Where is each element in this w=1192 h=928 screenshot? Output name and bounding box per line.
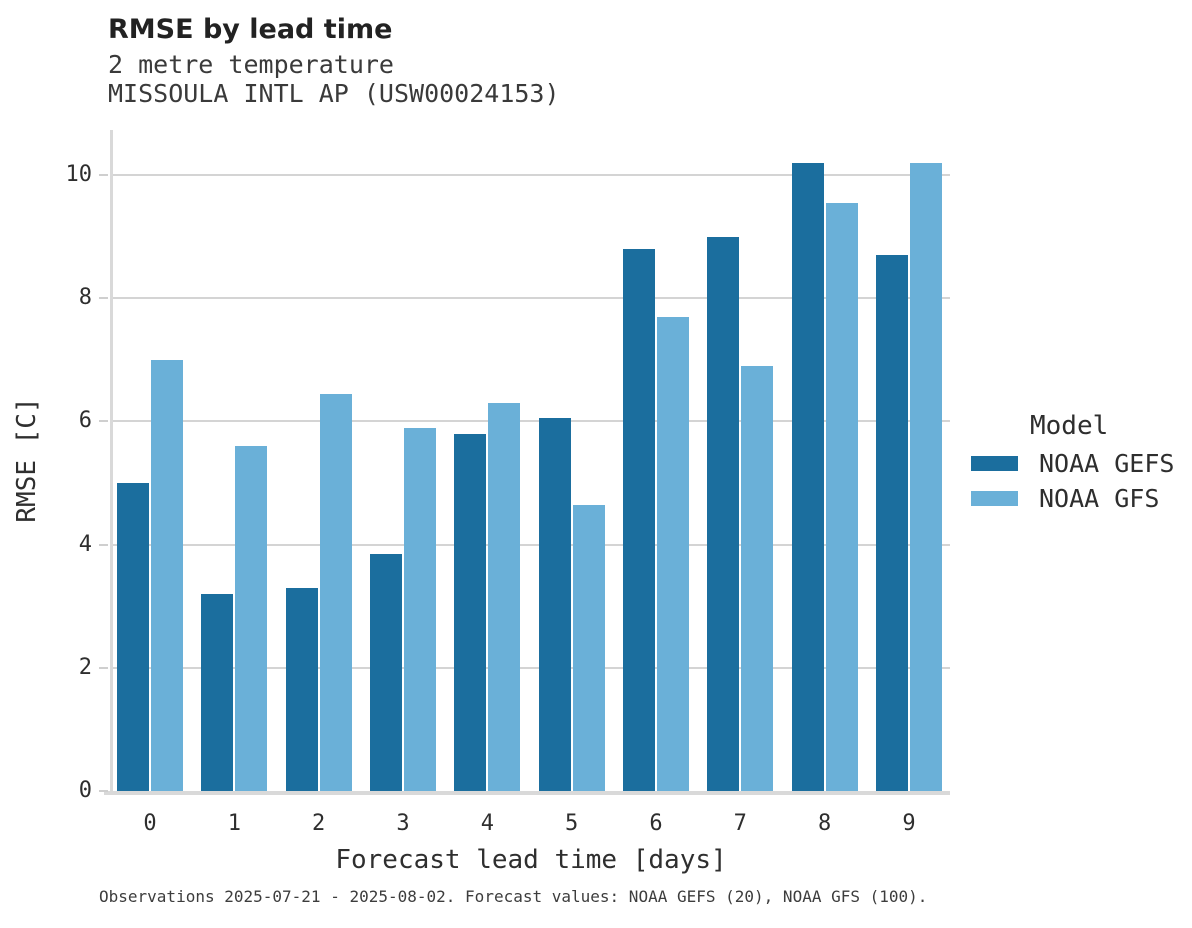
x-tick-label-6: 6 bbox=[649, 811, 663, 836]
x-axis-spine bbox=[104, 791, 950, 795]
x-tick-label-4: 4 bbox=[480, 811, 494, 836]
x-tick-label-2: 2 bbox=[312, 811, 326, 836]
legend: Model NOAA GEFS NOAA GFS bbox=[971, 411, 1174, 523]
bar-noaa-gfs-day-8 bbox=[825, 202, 858, 791]
y-tick-mark-0 bbox=[99, 790, 108, 792]
legend-swatch-icon bbox=[971, 455, 1018, 471]
y-tick-label-10: 10 bbox=[65, 161, 93, 187]
y-tick-label-0: 0 bbox=[78, 778, 92, 803]
bar-noaa-gefs-day-8 bbox=[791, 162, 824, 791]
x-tick-label-1: 1 bbox=[227, 811, 241, 836]
y-tick-label-6: 6 bbox=[78, 408, 92, 434]
chart-subtitle-station: MISSOULA INTL AP (USW00024153) bbox=[108, 79, 560, 108]
legend-item-noaa-gfs: NOAA GFS bbox=[971, 484, 1174, 513]
y-tick-label-8: 8 bbox=[78, 285, 92, 311]
y-tick-mark-4 bbox=[99, 543, 108, 546]
bar-noaa-gefs-day-4 bbox=[454, 433, 487, 791]
gridline-y-6 bbox=[112, 420, 950, 423]
y-tick-mark-10 bbox=[99, 173, 108, 176]
x-tick-label-7: 7 bbox=[733, 811, 747, 836]
bar-noaa-gfs-day-2 bbox=[319, 393, 352, 791]
legend-items: NOAA GEFS NOAA GFS bbox=[971, 449, 1174, 513]
y-tick-label-4: 4 bbox=[78, 531, 92, 557]
footer-caption: Observations 2025-07-21 - 2025-08-02. Fo… bbox=[99, 887, 928, 906]
bar-noaa-gfs-day-1 bbox=[235, 446, 268, 791]
y-tick-label-2: 2 bbox=[78, 654, 92, 680]
x-tick-label-0: 0 bbox=[143, 811, 157, 836]
gridline-y-2 bbox=[112, 666, 950, 669]
gridline-y-10 bbox=[112, 173, 950, 176]
bar-noaa-gefs-day-9 bbox=[875, 255, 908, 791]
bar-noaa-gfs-day-0 bbox=[151, 359, 183, 791]
bar-noaa-gfs-day-7 bbox=[741, 365, 774, 791]
bar-noaa-gfs-day-4 bbox=[488, 402, 521, 791]
y-tick-mark-6 bbox=[99, 420, 108, 423]
bar-noaa-gefs-day-7 bbox=[707, 236, 740, 791]
bar-noaa-gfs-day-5 bbox=[572, 504, 605, 791]
x-tick-label-3: 3 bbox=[396, 811, 410, 836]
x-tick-label-8: 8 bbox=[818, 811, 832, 836]
legend-label: NOAA GFS bbox=[1039, 483, 1160, 513]
plot-area bbox=[112, 130, 950, 791]
bar-noaa-gefs-day-2 bbox=[285, 587, 318, 791]
bar-noaa-gfs-day-9 bbox=[909, 162, 942, 791]
gridline-y-8 bbox=[112, 297, 950, 300]
chart-title: RMSE by lead time bbox=[108, 14, 393, 45]
bar-noaa-gefs-day-6 bbox=[622, 248, 655, 791]
legend-title: Model bbox=[1030, 411, 1109, 441]
bar-noaa-gfs-day-3 bbox=[403, 427, 436, 791]
y-axis-spine bbox=[110, 130, 113, 791]
x-axis-title: Forecast lead time [days] bbox=[335, 845, 727, 875]
x-tick-label-5: 5 bbox=[565, 811, 579, 836]
y-tick-mark-8 bbox=[99, 297, 108, 300]
x-tick-label-9: 9 bbox=[902, 811, 916, 836]
legend-swatch-icon bbox=[971, 490, 1018, 506]
bar-noaa-gefs-day-0 bbox=[117, 483, 149, 791]
bar-noaa-gefs-day-3 bbox=[369, 553, 402, 791]
gridline-y-4 bbox=[112, 543, 950, 546]
chart-subtitle-variable: 2 metre temperature bbox=[108, 50, 394, 79]
bar-noaa-gfs-day-6 bbox=[656, 316, 689, 791]
bar-noaa-gefs-day-5 bbox=[538, 418, 571, 791]
legend-item-noaa-gefs: NOAA GEFS bbox=[971, 449, 1174, 478]
bar-noaa-gefs-day-1 bbox=[201, 593, 234, 791]
legend-label: NOAA GEFS bbox=[1039, 448, 1175, 478]
y-tick-mark-2 bbox=[99, 666, 108, 669]
